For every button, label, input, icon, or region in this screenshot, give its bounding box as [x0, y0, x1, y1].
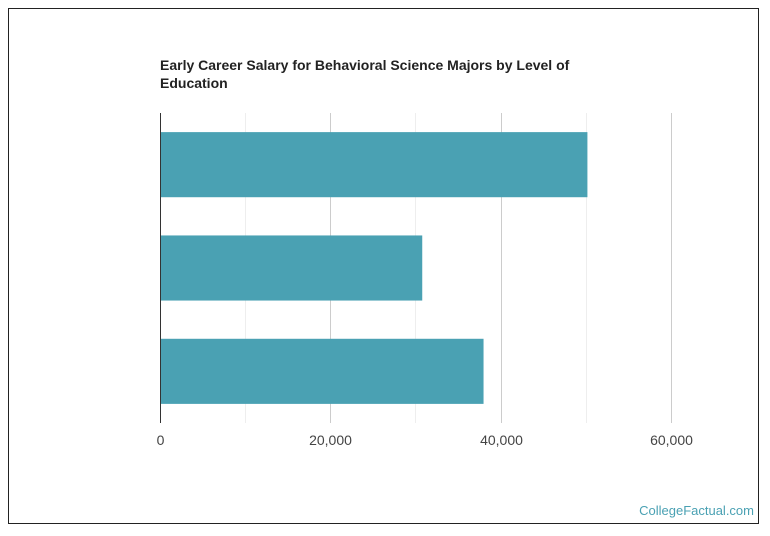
watermark-link[interactable]: CollegeFactual.com — [639, 503, 754, 518]
bar — [160, 132, 588, 198]
x-tick-label: 20,000 — [309, 432, 352, 448]
bar — [160, 235, 423, 301]
chart-frame: Early Career Salary for Behavioral Scien… — [8, 8, 759, 524]
x-tick-label: 40,000 — [480, 432, 523, 448]
chart-plot: 0 20,000 40,000 60,000 — [157, 113, 693, 448]
x-tick-label: 0 — [157, 432, 165, 448]
bar — [160, 338, 484, 404]
chart-title: Early Career Salary for Behavioral Scien… — [160, 57, 570, 91]
x-tick-label: 60,000 — [650, 432, 693, 448]
